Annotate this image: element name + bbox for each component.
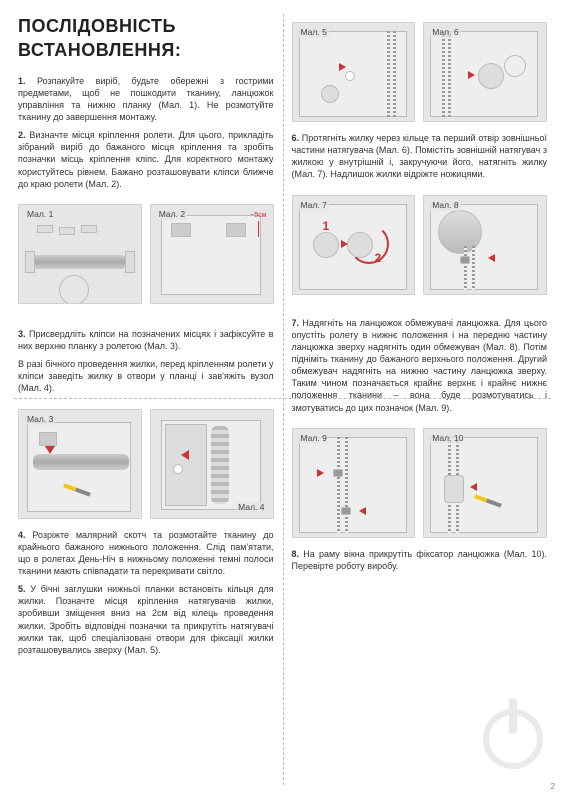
figure-5: Мал. 5 [292, 22, 416, 122]
figure-9: Мал. 9 [292, 428, 416, 538]
step-4: 4. Розріжте малярний скотч та розмотайте… [18, 529, 274, 578]
figure-4: Мал. 4 [150, 409, 274, 519]
step-3b: В разі бічного проведення жилки, перед к… [18, 358, 274, 394]
fig-row-9-10: Мал. 9 Мал. 10 [292, 428, 548, 538]
figure-10-label: Мал. 10 [430, 433, 465, 444]
figure-9-label: Мал. 9 [299, 433, 329, 444]
step-6: 6. Протягніть жилку через кільце та перш… [292, 132, 548, 181]
step-5: 5. У бічні заглушки нижньої планки встан… [18, 583, 274, 656]
vertical-divider [283, 14, 284, 785]
figure-8: Мал. 8 [423, 195, 547, 295]
figure-3: Мал. 3 [18, 409, 142, 519]
figure-7-label: Мал. 7 [299, 200, 329, 211]
figure-3-label: Мал. 3 [25, 414, 55, 425]
fig-row-3-4: Мал. 3 Мал. 4 [18, 409, 274, 519]
figure-6-label: Мал. 6 [430, 27, 460, 38]
step-1: 1. Розпакуйте виріб, будьте обережні з г… [18, 75, 274, 124]
page-title: ПОСЛІДОВНІСТЬ ВСТАНОВЛЕННЯ: [18, 14, 274, 63]
horizontal-divider [14, 398, 551, 399]
step-2: 2. Визначте місця кріплення ролети. Для … [18, 129, 274, 190]
figure-10: Мал. 10 [423, 428, 547, 538]
right-column: Мал. 5 Мал. 6 6. Протягніть жилку через … [292, 14, 548, 785]
fig-row-5-6: Мал. 5 Мал. 6 [292, 22, 548, 122]
page-number: 2 [551, 782, 555, 793]
figure-1: Мал. 1 [18, 204, 142, 304]
figure-2-label: Мал. 2 [157, 209, 187, 220]
fig-row-7-8: Мал. 7 1 2 Мал. 8 [292, 195, 548, 295]
figure-2: Мал. 2 ~5см [150, 204, 274, 304]
watermark-icon [483, 709, 543, 769]
fig-row-1-2: Мал. 1 Мал. 2 ~5см [18, 204, 274, 304]
dimension-label: ~5см [250, 211, 266, 220]
figure-8-label: Мал. 8 [430, 200, 460, 211]
step-3: 3. Присвердліть кліпси на позначених міс… [18, 328, 274, 352]
figure-6: Мал. 6 [423, 22, 547, 122]
figure-4-label: Мал. 4 [236, 502, 266, 513]
figure-1-label: Мал. 1 [25, 209, 55, 220]
left-column: ПОСЛІДОВНІСТЬ ВСТАНОВЛЕННЯ: 1. Розпакуйт… [18, 14, 274, 785]
red-1: 1 [323, 218, 330, 234]
step-7: 7. Надягніть на ланцюжок обмежувачі ланц… [292, 317, 548, 414]
figure-5-label: Мал. 5 [299, 27, 329, 38]
step-8: 8. На раму вікна прикрутіть фіксатор лан… [292, 548, 548, 572]
figure-7: Мал. 7 1 2 [292, 195, 416, 295]
